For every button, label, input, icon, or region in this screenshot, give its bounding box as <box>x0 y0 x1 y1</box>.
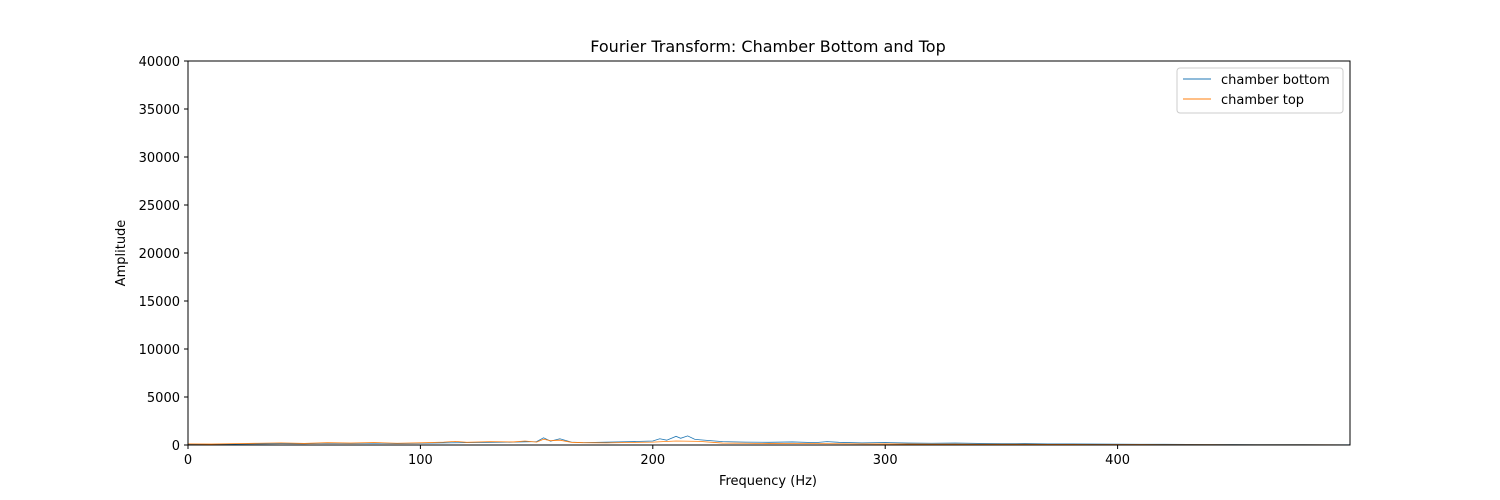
y-tick-label: 40000 <box>139 55 180 70</box>
y-tick-label: 25000 <box>139 199 180 214</box>
x-tick-label: 200 <box>640 453 665 468</box>
y-tick-label: 15000 <box>139 295 180 310</box>
legend-label-chamber-bottom: chamber bottom <box>1221 73 1330 88</box>
legend: chamber bottom chamber top <box>1176 67 1344 114</box>
y-tick-label: 0 <box>172 439 180 454</box>
x-tick-label: 300 <box>873 453 898 468</box>
x-tick-label: 0 <box>184 453 192 468</box>
y-tick-label: 5000 <box>147 391 180 406</box>
x-tick-label: 400 <box>1105 453 1130 468</box>
legend-label-chamber-top: chamber top <box>1221 93 1304 108</box>
x-axis: 0 100 200 300 400 <box>184 445 1130 468</box>
y-tick-label: 30000 <box>139 151 180 166</box>
x-axis-title: Frequency (Hz) <box>719 474 817 489</box>
x-tick-label: 100 <box>408 453 433 468</box>
y-tick-label: 10000 <box>139 343 180 358</box>
y-axis: 0 5000 10000 15000 20000 25000 30000 35000 40000 <box>139 55 188 454</box>
y-tick-label: 35000 <box>139 103 180 118</box>
chart-title: Fourier Transform: Chamber Bottom and To… <box>590 37 945 56</box>
plot-frame <box>187 60 1351 446</box>
y-tick-label: 20000 <box>139 247 180 262</box>
series-layer <box>187 435 1351 446</box>
y-axis-title: Amplitude <box>114 220 129 287</box>
legend-box <box>1176 67 1344 114</box>
